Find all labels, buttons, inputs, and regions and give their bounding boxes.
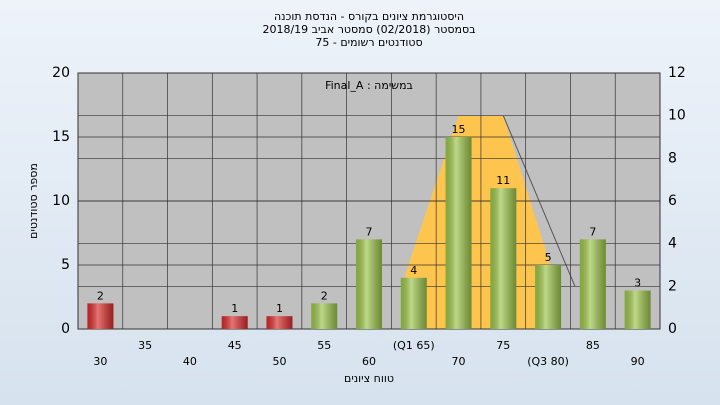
annotation: במשימה : Final_A xyxy=(325,79,413,92)
title-line: סטודנטים רשומים - 75 xyxy=(315,36,422,49)
bar-shade xyxy=(221,316,248,329)
data-label: 2 xyxy=(321,289,328,302)
title-line: בסמסטר (02/2018) סמסטר אביב 2018/19 xyxy=(262,23,475,36)
bar-shade xyxy=(266,316,293,329)
data-label: 4 xyxy=(410,264,417,277)
y-tick-label: 10 xyxy=(52,193,70,209)
y2-tick-label: 0 xyxy=(668,321,677,337)
y2-tick-label: 2 xyxy=(668,278,677,294)
x-tick-label: 45 xyxy=(228,339,242,352)
y-tick-label: 15 xyxy=(52,129,70,145)
x-tick-label: 30 xyxy=(93,355,107,368)
bar-shade xyxy=(311,303,338,329)
x-tick-label: 55 xyxy=(317,339,331,352)
title-line: היסטוגרמת ציונים בקורס - הנדסת תוכנה xyxy=(274,10,464,23)
x-tick-label: (Q3 80) xyxy=(527,355,569,368)
data-label: 2 xyxy=(97,289,104,302)
bar-shade xyxy=(356,239,382,329)
y-tick-label: 20 xyxy=(52,65,70,81)
y2-tick-label: 10 xyxy=(668,108,686,124)
x-tick-label: 90 xyxy=(631,355,645,368)
bar-shade xyxy=(445,137,472,329)
data-label: 5 xyxy=(545,251,552,264)
y2-tick-label: 8 xyxy=(668,150,677,166)
data-label: 15 xyxy=(452,123,466,136)
bar-shade xyxy=(400,277,427,329)
x-axis-label: טווח ציונים xyxy=(344,372,394,385)
data-label: 7 xyxy=(589,225,596,238)
x-tick-label: 60 xyxy=(362,355,376,368)
y2-tick-label: 4 xyxy=(668,236,677,252)
bar-shade xyxy=(87,303,114,329)
x-tick-label: 35 xyxy=(138,339,152,352)
x-tick-label: (Q1 65) xyxy=(393,339,435,352)
data-label: 3 xyxy=(634,277,641,290)
y-tick-label: 0 xyxy=(61,321,70,337)
x-tick-label: 50 xyxy=(272,355,286,368)
data-label: 1 xyxy=(231,302,238,315)
data-label: 7 xyxy=(366,225,373,238)
data-label: 11 xyxy=(496,174,510,187)
bar-shade xyxy=(624,290,651,329)
y2-tick-label: 12 xyxy=(668,65,686,81)
bar-shade xyxy=(579,239,606,329)
y-axis-label: מספר סטודנטים xyxy=(27,163,40,239)
x-tick-label: 40 xyxy=(183,355,197,368)
data-label: 1 xyxy=(276,302,283,315)
y2-tick-label: 6 xyxy=(668,193,677,209)
bar-shade xyxy=(490,188,517,329)
x-tick-label: 85 xyxy=(586,339,600,352)
x-tick-label: 70 xyxy=(452,355,466,368)
x-tick-label: 75 xyxy=(496,339,510,352)
bar-shade xyxy=(535,265,562,329)
y-tick-label: 5 xyxy=(61,257,70,273)
